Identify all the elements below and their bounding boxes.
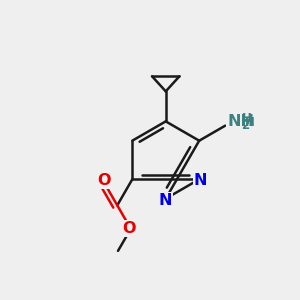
Text: H: H xyxy=(245,116,254,129)
Text: N: N xyxy=(159,193,172,208)
Text: O: O xyxy=(123,221,136,236)
Text: NH: NH xyxy=(227,115,254,130)
Text: H: H xyxy=(242,112,251,125)
Text: O: O xyxy=(97,173,110,188)
Text: 2: 2 xyxy=(242,118,250,132)
Text: N: N xyxy=(194,173,207,188)
